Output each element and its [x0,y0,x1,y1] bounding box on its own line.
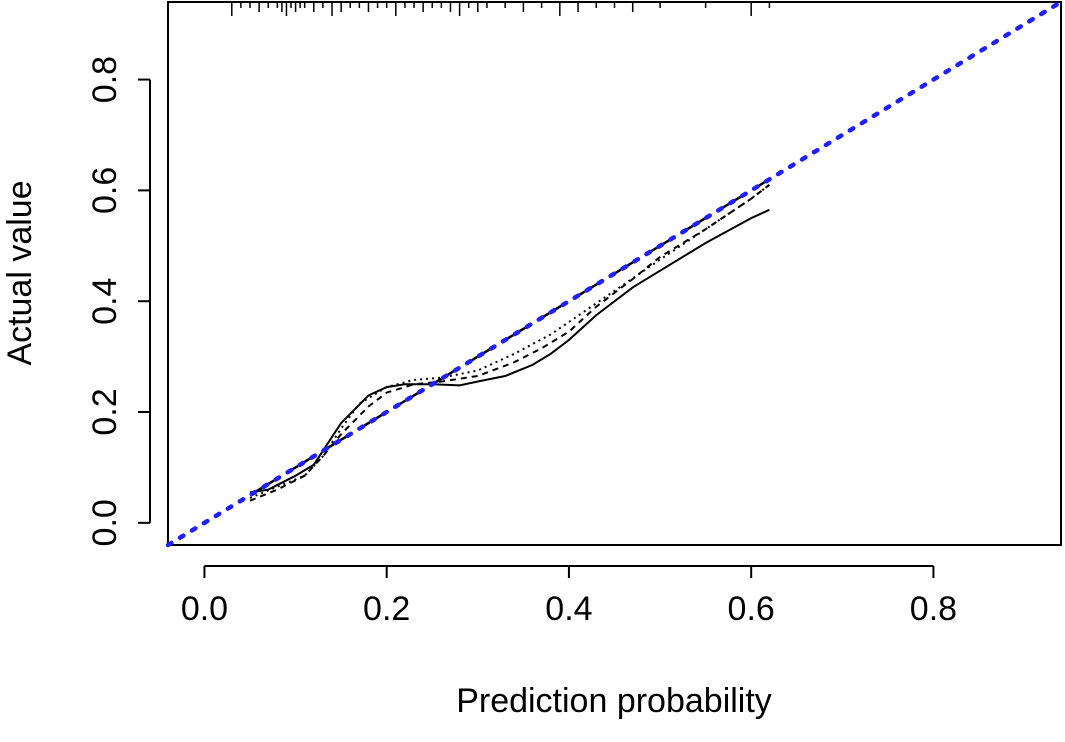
x-axis: 0.0 0.2 0.4 0.6 0.8 [181,565,957,628]
x-tick-label: 0.0 [181,590,228,628]
y-axis: 0.0 0.2 0.4 0.6 0.8 [86,56,151,546]
y-tick-label: 0.0 [86,499,124,546]
series-line-2-dashed [249,184,771,502]
series-line-3-dotted [249,184,771,499]
x-tick-label: 0.8 [910,590,957,628]
x-axis-title: Prediction probability [456,682,772,720]
y-axis-title: Actual value [1,180,39,365]
y-tick-label: 0.8 [86,56,124,103]
series-line-5-dotted-reference [165,0,1064,548]
series-layer [165,0,1064,548]
x-tick-label: 0.6 [728,590,775,628]
y-tick-label: 0.6 [86,167,124,214]
x-tick-label: 0.4 [545,590,592,628]
y-tick-label: 0.2 [86,388,124,435]
rug-marks [231,2,771,16]
x-tick-label: 0.2 [363,590,410,628]
y-tick-label: 0.4 [86,278,124,325]
